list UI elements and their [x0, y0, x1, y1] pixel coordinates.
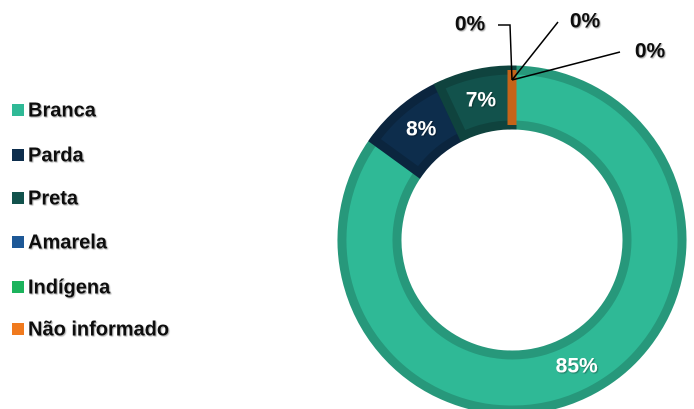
legend-swatch: [12, 281, 24, 293]
legend: Branca Parda Preta Amarela Indígena Não infor…: [12, 99, 169, 340]
legend-swatch: [12, 236, 24, 248]
legend-swatch: [12, 104, 24, 116]
legend-swatch: [12, 323, 24, 335]
legend-label: Preta: [28, 187, 79, 209]
donut: [337, 65, 687, 409]
legend-label: Branca: [28, 99, 97, 121]
data-labels: 85% 8% 7% 0% 0% 0%: [406, 10, 666, 378]
data-label: 8%: [406, 118, 437, 141]
data-label: 0%: [635, 40, 666, 63]
leader-line: [511, 21, 559, 81]
leader-line: [511, 51, 621, 81]
legend-label: Parda: [28, 144, 84, 166]
data-label: 7%: [466, 88, 497, 111]
legend-label: Não informado: [28, 318, 169, 340]
donut-slice: [337, 65, 687, 409]
legend-label: Indígena: [28, 276, 111, 298]
legend-label: Amarela: [28, 231, 108, 253]
legend-swatch: [12, 192, 24, 204]
leader-line: [498, 24, 513, 81]
legend-swatch: [12, 149, 24, 161]
data-label: 0%: [570, 10, 601, 33]
data-label: 85%: [556, 355, 598, 378]
data-label: 0%: [455, 13, 486, 36]
